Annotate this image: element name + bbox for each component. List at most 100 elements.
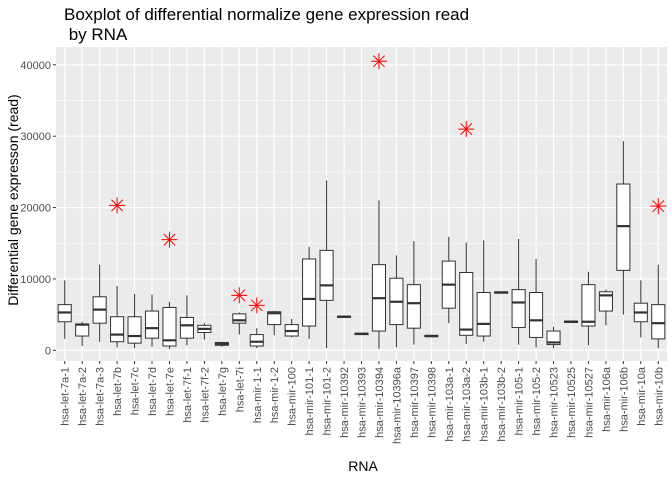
x-tick-label: hsa-let-7b bbox=[112, 367, 124, 416]
x-tick-label: hsa-mir-105-1 bbox=[514, 367, 526, 435]
box-iqr bbox=[127, 316, 142, 344]
y-axis: 0 10000 20000 30000 40000 bbox=[20, 60, 56, 357]
x-tick-label: hsa-mir-10527 bbox=[583, 367, 595, 438]
box-hsa-let-7f-2 bbox=[197, 323, 212, 340]
x-tick-label: hsa-mir-106a bbox=[601, 366, 613, 432]
box-hsa-let-7e bbox=[162, 301, 177, 349]
x-axis-title: RNA bbox=[348, 458, 378, 474]
outlier-point bbox=[231, 287, 248, 304]
box-iqr bbox=[75, 323, 90, 337]
box-hsa-mir-10398 bbox=[424, 334, 439, 338]
box-hsa-mir-10523 bbox=[546, 326, 561, 349]
x-tick-label: hsa-mir-103b-2 bbox=[496, 367, 508, 442]
x-tick-label: hsa-mir-10396a bbox=[391, 366, 403, 444]
box-iqr bbox=[232, 313, 247, 324]
box-hsa-mir-103b-2 bbox=[494, 291, 509, 294]
box-hsa-mir-105-2 bbox=[529, 258, 544, 348]
box-iqr bbox=[162, 306, 177, 347]
box-hsa-mir-10393 bbox=[354, 332, 369, 336]
box-hsa-mir-10525 bbox=[563, 320, 579, 323]
x-tick-label: hsa-let-7d bbox=[147, 367, 159, 416]
x-tick-label: hsa-mir-10398 bbox=[426, 367, 438, 438]
y-tick-label: 10000 bbox=[20, 274, 51, 286]
box-hsa-let-7g bbox=[214, 341, 229, 347]
box-hsa-mir-10396a bbox=[389, 255, 404, 348]
box-hsa-let-7i bbox=[232, 312, 247, 335]
x-tick-label: hsa-mir-103a-1 bbox=[444, 367, 456, 442]
x-tick-label: hsa-let-7f-1 bbox=[182, 367, 194, 423]
box-iqr bbox=[302, 258, 317, 327]
x-tick-label: hsa-let-7e bbox=[164, 367, 176, 416]
outlier-stroke bbox=[233, 289, 246, 302]
box-series-group bbox=[57, 141, 666, 349]
box-iqr bbox=[651, 304, 666, 340]
y-tick-label: 0 bbox=[45, 345, 51, 357]
box-hsa-let-7f-1 bbox=[179, 295, 194, 346]
x-tick-label: hsa-mir-10a bbox=[636, 366, 648, 426]
x-tick-label: hsa-mir-101-2 bbox=[322, 367, 334, 435]
x-tick-label: hsa-mir-10397 bbox=[409, 367, 421, 438]
x-tick-label: hsa-let-7i bbox=[234, 367, 246, 412]
x-tick-label: hsa-mir-1-2 bbox=[269, 367, 281, 423]
box-hsa-mir-105-1 bbox=[511, 238, 526, 345]
box-hsa-mir-10392 bbox=[336, 315, 352, 318]
box-hsa-let-7c bbox=[127, 293, 142, 349]
box-hsa-mir-103a-1 bbox=[441, 236, 456, 324]
box-hsa-mir-101-2 bbox=[319, 180, 334, 349]
box-hsa-mir-10394 bbox=[371, 200, 387, 349]
box-iqr bbox=[581, 284, 596, 327]
outlier-point bbox=[161, 231, 178, 248]
x-tick-label: hsa-mir-1-1 bbox=[252, 367, 264, 423]
box-iqr bbox=[511, 289, 526, 328]
y-tick-label: 30000 bbox=[20, 131, 51, 143]
box-hsa-mir-100 bbox=[284, 318, 299, 338]
x-tick-label: hsa-let-7a-2 bbox=[77, 367, 89, 426]
box-hsa-mir-1-1 bbox=[249, 328, 264, 349]
outlier-group bbox=[109, 53, 667, 314]
box-hsa-mir-103b-1 bbox=[476, 240, 491, 342]
outlier-stroke bbox=[111, 199, 124, 212]
x-tick-label: hsa-mir-100 bbox=[287, 367, 299, 426]
y-tick-label: 20000 bbox=[20, 203, 51, 215]
box-iqr bbox=[110, 316, 125, 343]
box-hsa-mir-10397 bbox=[406, 241, 421, 345]
y-tick-label: 40000 bbox=[20, 60, 51, 72]
x-axis: hsa-let-7a-1 hsa-let-7a-2 hsa-let-7a-3 hsa-… bbox=[60, 361, 665, 444]
x-tick-label: hsa-mir-10b bbox=[653, 367, 665, 426]
box-iqr bbox=[459, 272, 474, 336]
outlier-stroke bbox=[250, 299, 263, 312]
box-iqr bbox=[546, 330, 561, 346]
outlier-point bbox=[109, 197, 126, 214]
box-hsa-mir-106b bbox=[616, 141, 631, 315]
outlier-point bbox=[370, 53, 387, 70]
x-tick-label: hsa-let-7c bbox=[130, 367, 142, 416]
x-tick-label: hsa-let-7a-1 bbox=[60, 367, 72, 426]
outlier-stroke bbox=[652, 200, 665, 213]
outlier-point bbox=[248, 297, 265, 314]
x-tick-label: hsa-mir-103a-2 bbox=[461, 367, 473, 442]
x-tick-label: hsa-mir-10394 bbox=[374, 367, 386, 438]
box-iqr bbox=[319, 249, 334, 301]
box-hsa-let-7a-1 bbox=[57, 280, 72, 339]
box-iqr bbox=[179, 316, 194, 339]
box-hsa-let-7a-3 bbox=[92, 264, 107, 342]
x-tick-label: hsa-let-7a-3 bbox=[95, 367, 107, 426]
outlier-point bbox=[458, 121, 475, 138]
y-axis-title: Differential gene expresson (read) bbox=[5, 94, 21, 305]
box-iqr bbox=[144, 310, 160, 339]
x-tick-label: hsa-let-7g bbox=[217, 367, 229, 416]
x-tick-label: hsa-mir-10523 bbox=[549, 367, 561, 438]
box-hsa-mir-10527 bbox=[581, 271, 596, 346]
box-iqr bbox=[249, 334, 264, 347]
box-hsa-mir-1-2 bbox=[267, 311, 282, 336]
box-hsa-mir-103a-2 bbox=[459, 242, 474, 344]
box-hsa-mir-10a bbox=[633, 280, 648, 338]
x-tick-label: hsa-let-7f-2 bbox=[199, 367, 211, 423]
x-tick-label: hsa-mir-106b bbox=[618, 367, 630, 432]
box-hsa-mir-106a bbox=[598, 289, 613, 326]
box-hsa-mir-101-1 bbox=[302, 246, 317, 339]
outlier-point bbox=[650, 198, 667, 215]
chart-title-line-2: by RNA bbox=[64, 25, 128, 44]
x-tick-label: hsa-mir-10392 bbox=[339, 367, 351, 438]
